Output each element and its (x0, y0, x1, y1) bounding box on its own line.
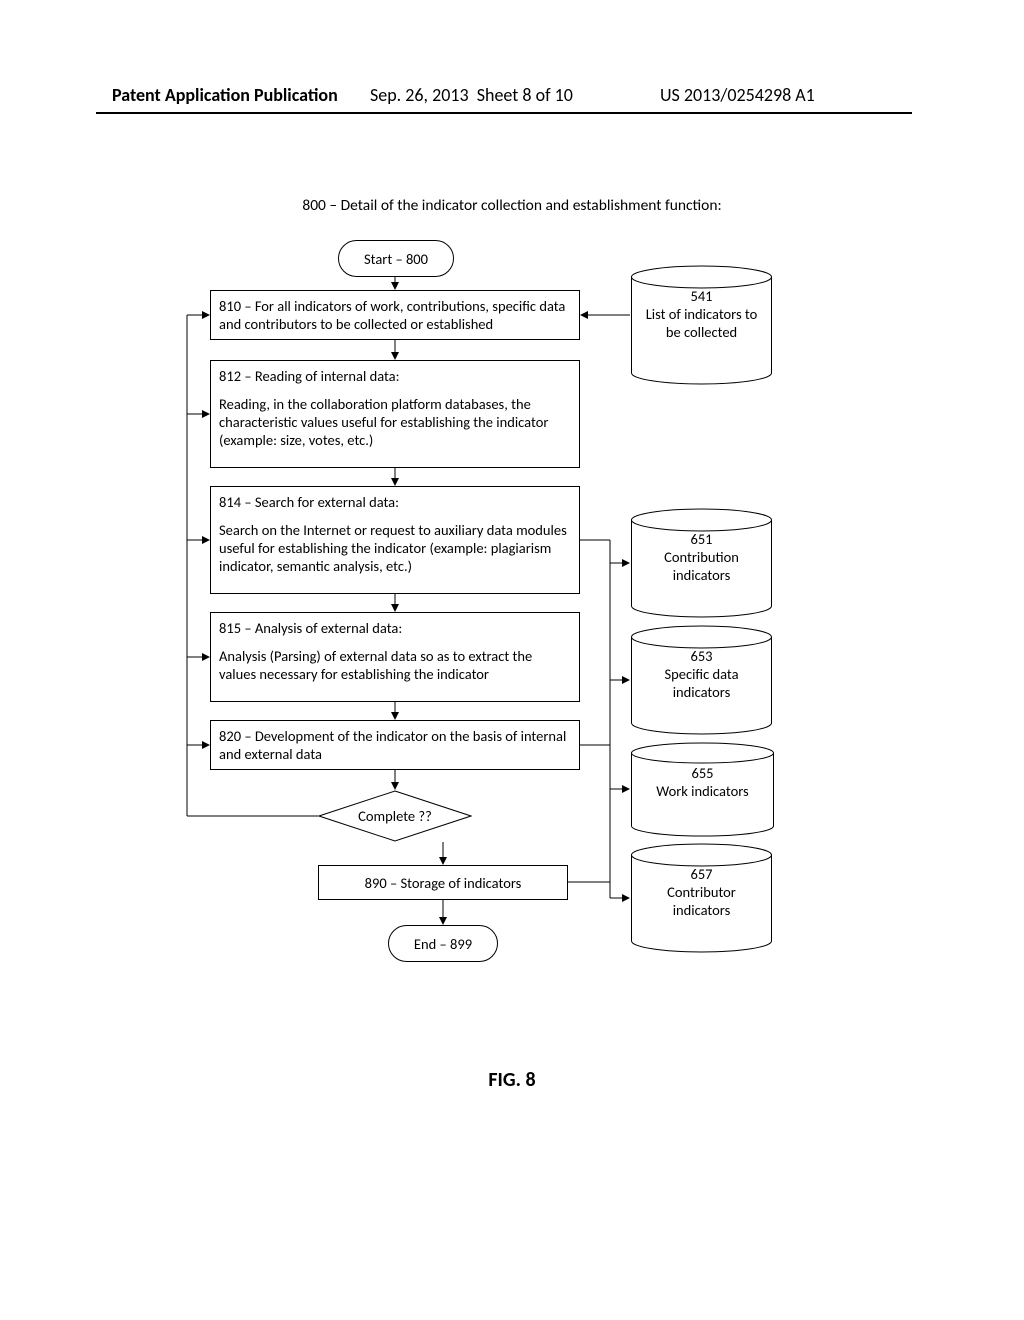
flow-step-812-body: Reading, in the collaboration platform d… (219, 395, 571, 449)
db-651-label: Contribution indicators (638, 548, 765, 584)
db-655: 655 Work indicators (630, 742, 775, 837)
flow-step-890-text: 890 – Storage of indicators (365, 874, 522, 892)
flow-end-label: End – 899 (414, 935, 472, 953)
flow-step-820-text: 820 – Development of the indicator on th… (219, 727, 566, 763)
db-653-label: Specific data indicators (638, 665, 765, 701)
db-655-num: 655 (638, 764, 767, 782)
flow-decision-label: Complete ?? (358, 807, 432, 825)
flow-step-814: 814 – Search for external data: Search o… (210, 486, 580, 594)
flow-step-815-body: Analysis (Parsing) of external data so a… (219, 647, 571, 683)
db-653-num: 653 (638, 647, 765, 665)
flow-step-814-title: 814 – Search for external data: (219, 493, 571, 511)
flow-step-815: 815 – Analysis of external data: Analysi… (210, 612, 580, 702)
db-655-label: Work indicators (638, 782, 767, 800)
flow-end: End – 899 (388, 925, 498, 962)
db-657: 657 Contributor indicators (630, 843, 773, 953)
flow-step-812-title: 812 – Reading of internal data: (219, 367, 571, 385)
flow-start-label: Start – 800 (364, 250, 428, 268)
flow-step-890: 890 – Storage of indicators (318, 865, 568, 900)
flow-step-814-body: Search on the Internet or request to aux… (219, 521, 571, 575)
flow-step-815-title: 815 – Analysis of external data: (219, 619, 571, 637)
figure-label: FIG. 8 (0, 1068, 1024, 1092)
db-541: 541 List of indicators to be collected (630, 265, 773, 385)
db-541-num: 541 (638, 287, 765, 305)
flow-step-820: 820 – Development of the indicator on th… (210, 720, 580, 770)
flow-step-812: 812 – Reading of internal data: Reading,… (210, 360, 580, 468)
db-657-num: 657 (638, 865, 765, 883)
db-541-label: List of indicators to be collected (638, 305, 765, 341)
db-651-num: 651 (638, 530, 765, 548)
db-653: 653 Specific data indicators (630, 625, 773, 735)
flow-step-810-text: 810 – For all indicators of work, contri… (219, 297, 565, 333)
page: Patent Application Publication Sep. 26, … (0, 0, 1024, 1320)
flow-decision-complete: Complete ?? (318, 790, 472, 842)
db-651: 651 Contribution indicators (630, 508, 773, 618)
flow-start: Start – 800 (338, 240, 454, 277)
db-657-label: Contributor indicators (638, 883, 765, 919)
flow-step-810: 810 – For all indicators of work, contri… (210, 290, 580, 340)
